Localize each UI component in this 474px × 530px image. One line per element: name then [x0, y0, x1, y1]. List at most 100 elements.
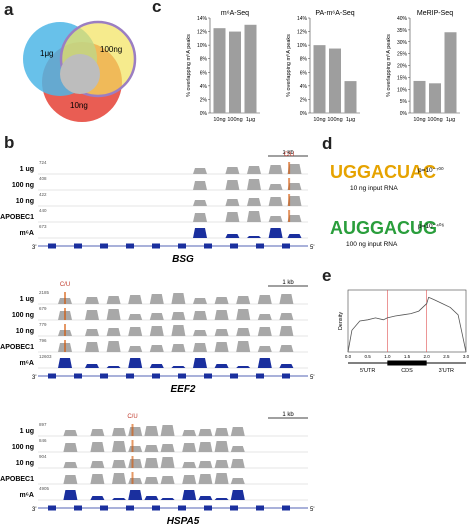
peak-hspa5-3-3: [128, 478, 143, 484]
peak-hspa5-1-1: [90, 442, 105, 452]
exon-hspa5-9: [282, 505, 290, 511]
cu-mark-eef2-1: [64, 308, 66, 320]
peak-hspa5-0-3: [128, 427, 143, 436]
bar-category-1-0: 10ng: [313, 117, 325, 123]
peak-bsg-3-3: [268, 216, 283, 222]
peak-eef2-4-10: [279, 364, 294, 368]
peak-eef2-0-5: [171, 293, 186, 304]
peak-eef2-3-3: [128, 346, 143, 352]
peak-hspa5-1-8: [214, 441, 229, 452]
peak-eef2-3-5: [171, 344, 186, 352]
bar-chart-title-2: MeRIP-Seq: [417, 10, 453, 17]
peak-bsg-2-3: [268, 197, 283, 206]
bar-2-0: [413, 80, 426, 113]
peak-hspa5-0-7: [198, 429, 213, 436]
track-scale-eef2-0: 2185: [39, 290, 50, 295]
peak-eef2-2-9: [257, 327, 272, 336]
bar-chart-title-0: m⁶A-Seq: [221, 10, 249, 17]
peak-eef2-1-6: [193, 311, 207, 320]
exon-eef2-1: [74, 373, 82, 379]
peak-bsg-2-2: [247, 198, 261, 206]
strand-left-hspa5: 3': [32, 507, 36, 513]
bar-chart-yticklabel-2-0: 0%: [400, 111, 408, 117]
peak-bsg-4-3: [268, 228, 283, 238]
bar-chart-yticklabel-2-5: 25%: [397, 52, 408, 58]
peak-eef2-0-10: [279, 294, 294, 304]
track-label-hspa5-3: APOBEC1: [0, 476, 34, 483]
region-cds-label: CDS: [401, 368, 413, 374]
peak-bsg-1-4: [287, 183, 302, 190]
exon-bsg-6: [204, 243, 212, 249]
motif-1: UGGACUAC p=10⁻⁷⁰⁰ 10 ng input RNA: [330, 162, 444, 192]
peak-eef2-1-5: [171, 312, 186, 320]
density-xtick-5: 2.5: [443, 354, 450, 359]
peak-hspa5-0-1: [90, 429, 105, 436]
peak-eef2-4-7: [214, 364, 229, 368]
cu-mark-bsg-3: [288, 210, 291, 222]
peak-hspa5-4-0: [63, 490, 78, 500]
exon-eef2-4: [152, 373, 160, 379]
peak-hspa5-0-0: [63, 430, 78, 436]
bar-chart-title-1: PA-m⁶A-Seq: [315, 10, 354, 17]
track-scale-hspa5-0: 897: [39, 422, 47, 427]
exon-bsg-7: [230, 243, 238, 249]
motif-2-seq: AUGGACUG: [330, 218, 437, 238]
peak-hspa5-3-6: [182, 475, 197, 484]
peak-hspa5-1-3: [128, 446, 143, 452]
bar-chart-yticklabel-0-3: 6%: [200, 70, 208, 76]
exon-eef2-3: [126, 373, 134, 379]
strand-left-bsg: 3': [32, 245, 36, 251]
peak-hspa5-4-9: [230, 490, 245, 500]
venn-diagram: 1μg 100ng 10ng: [23, 20, 137, 122]
exon-bsg-4: [152, 243, 160, 249]
exon-hspa5-1: [74, 505, 82, 511]
bar-2-2: [444, 32, 457, 113]
exon-eef2-6: [204, 373, 212, 379]
peak-eef2-4-0: [58, 358, 72, 368]
peak-eef2-1-7: [214, 310, 229, 320]
peak-hspa5-4-5: [160, 498, 175, 500]
peak-bsg-4-2: [247, 236, 261, 238]
exon-eef2-5: [178, 373, 186, 379]
bar-category-2-2: 1μg: [446, 117, 455, 123]
density-xtick-2: 1.0: [384, 354, 391, 359]
bar-chart-yticklabel-2-3: 15%: [397, 75, 408, 81]
exon-hspa5-8: [256, 505, 264, 511]
venn-label-100ng: 100ng: [100, 45, 122, 54]
gene-name-eef2: EEF2: [170, 384, 195, 395]
exon-eef2-9: [282, 373, 290, 379]
track-scale-hspa5-1: 846: [39, 438, 47, 443]
peak-bsg-2-1: [225, 199, 240, 206]
track-scale-bsg-2: 422: [39, 192, 47, 197]
bar-chart-yticklabel-2-8: 40%: [397, 16, 408, 22]
bar-1-0: [313, 45, 326, 114]
track-scale-eef2-2: 779: [39, 322, 47, 327]
peak-eef2-2-1: [85, 329, 99, 336]
cu-mark-eef2-0: [64, 292, 66, 304]
peak-bsg-1-3: [268, 184, 283, 190]
scalebar-label-hspa5: 1 kb: [282, 412, 294, 418]
density-xtick-0: 0.0: [345, 354, 352, 359]
peak-bsg-0-3: [268, 165, 283, 174]
bar-chart-yticklabel-2-7: 35%: [397, 28, 408, 34]
exon-hspa5-4: [152, 505, 160, 511]
cu-label-eef2: C/U: [60, 282, 70, 288]
cu-mark-hspa5-1: [131, 440, 134, 452]
peak-hspa5-3-9: [230, 478, 245, 484]
peak-eef2-4-8: [236, 366, 251, 368]
exon-bsg-3: [126, 243, 134, 249]
venn-label-1ug: 1μg: [40, 49, 54, 58]
peak-hspa5-3-2: [112, 473, 126, 484]
peak-eef2-1-1: [85, 310, 99, 320]
track-label-bsg-4: m⁶A: [19, 230, 34, 237]
peak-hspa5-1-0: [63, 443, 78, 452]
peak-hspa5-2-9: [230, 459, 245, 468]
peak-eef2-0-7: [214, 297, 229, 304]
venn-center: [60, 54, 100, 94]
gene-name-hspa5: HSPA5: [167, 516, 200, 527]
bar-category-2-0: 10ng: [413, 117, 425, 123]
peak-eef2-4-5: [171, 366, 186, 368]
bar-category-0-1: 100ng: [227, 117, 242, 123]
cu-mark-hspa5-0: [131, 424, 134, 436]
cu-label-bsg: C/U: [284, 152, 294, 158]
